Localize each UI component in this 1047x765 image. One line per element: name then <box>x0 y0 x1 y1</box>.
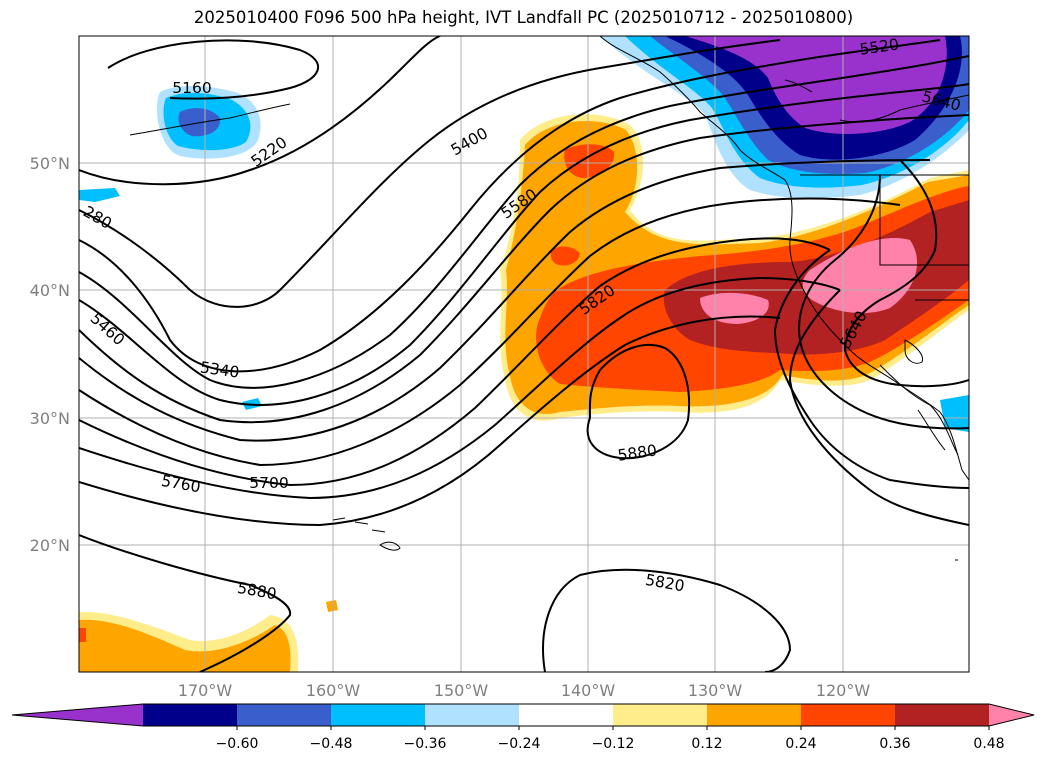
colorbar-extend-low <box>12 704 143 726</box>
colorbar-tick-label: −0.24 <box>498 736 541 752</box>
colorbar-box <box>801 704 896 726</box>
contour-label: 5880 <box>617 441 659 464</box>
colorbar-tick-label: −0.60 <box>216 736 259 752</box>
contour-label: 5520 <box>859 35 901 58</box>
colorbar-tick-label: 0.12 <box>691 736 722 752</box>
colorbar-tick-label: 0.36 <box>879 736 910 752</box>
colorbar-box <box>895 704 990 726</box>
contour-label: 5340 <box>199 358 241 381</box>
map-frame <box>78 35 970 673</box>
colorbar-tick-label: −0.36 <box>404 736 447 752</box>
colorbar-tick-label: −0.48 <box>310 736 353 752</box>
map-panel: 5160 5220 280 5400 5520 5640 5580 5820 5… <box>79 35 969 672</box>
colorbar-box <box>425 704 520 726</box>
colorbar-box <box>143 704 238 726</box>
colorbar-tick-label: 0.48 <box>973 736 1004 752</box>
graticule <box>79 36 969 672</box>
latitude-labels: 50°N 40°N 30°N 20°N <box>30 154 70 555</box>
lon-label: 140°W <box>561 681 616 700</box>
contour-label: 5700 <box>249 474 288 492</box>
lat-label: 40°N <box>30 281 70 300</box>
longitude-labels: 170°W 160°W 150°W 140°W 130°W 120°W <box>178 681 871 700</box>
colorbar-tick-label: −0.12 <box>592 736 635 752</box>
lat-label: 30°N <box>30 409 70 428</box>
height-contours <box>79 36 969 672</box>
colorbar-box <box>613 704 708 726</box>
contour-label: 5160 <box>172 79 211 97</box>
lon-label: 160°W <box>306 681 361 700</box>
lon-label: 130°W <box>688 681 743 700</box>
colorbar: −0.60 −0.48 −0.36 −0.24 −0.12 0.12 0.24 0.36 0.4… <box>11 703 1035 752</box>
map-title: 2025010400 F096 500 hPa height, IVT Land… <box>193 8 854 27</box>
colorbar-box <box>707 704 802 726</box>
lat-label: 20°N <box>30 536 70 555</box>
colorbar-box <box>331 704 426 726</box>
lat-label: 50°N <box>30 154 70 173</box>
colorbar-tick-label: 0.24 <box>785 736 816 752</box>
lon-label: 150°W <box>434 681 489 700</box>
lon-label: 120°W <box>816 681 871 700</box>
lon-label: 170°W <box>178 681 233 700</box>
colorbar-box <box>519 704 614 726</box>
colorbar-extend-high <box>989 704 1034 726</box>
colorbar-outline <box>11 703 1035 727</box>
ivt-shading <box>79 36 969 672</box>
colorbar-box <box>237 704 332 726</box>
